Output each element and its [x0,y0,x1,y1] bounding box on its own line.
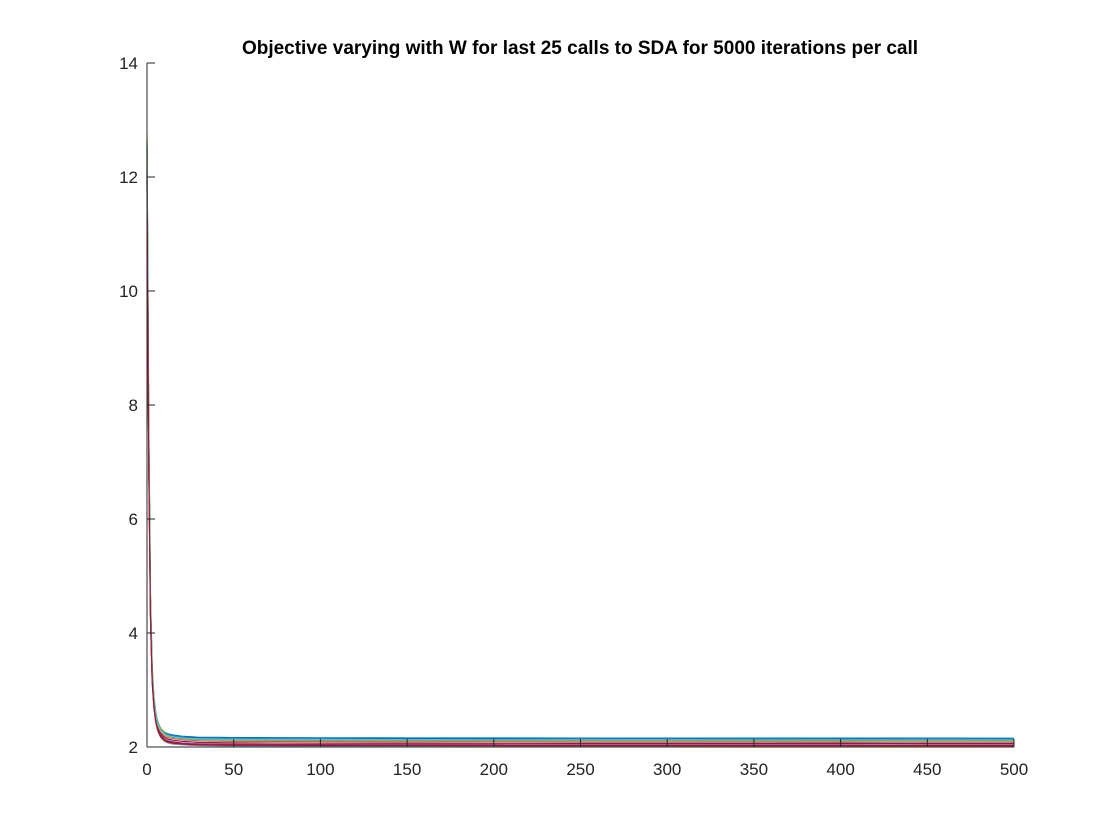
x-tick-label: 100 [306,760,334,779]
chart-title: Objective varying with W for last 25 cal… [242,38,918,59]
y-tick-label: 6 [129,510,138,529]
x-tick-label: 350 [740,760,768,779]
y-tick-label: 4 [129,624,138,643]
series-layer [146,134,1015,748]
x-tick-label: 500 [1000,760,1028,779]
y-tick-label: 8 [129,396,138,415]
y-tick-label: 12 [119,168,138,187]
x-tick-label: 300 [653,760,681,779]
y-tick-label: 2 [129,738,138,757]
x-tick-label: 200 [480,760,508,779]
axes-layer: 0 50 100 150 200 250 300 350 400 450 500 2 4 6 8 10 12 14 [119,54,1028,779]
series-line-14 [146,179,1015,747]
x-tick-label: 150 [393,760,421,779]
x-tick-label: 250 [566,760,594,779]
x-tick-label: 0 [142,760,151,779]
x-tick-label: 450 [913,760,941,779]
y-tick-label: 10 [119,282,138,301]
x-tick-label: 400 [826,760,854,779]
x-tick-label: 50 [224,760,243,779]
y-tick-label: 14 [119,54,138,73]
series-line-13 [146,157,1014,741]
